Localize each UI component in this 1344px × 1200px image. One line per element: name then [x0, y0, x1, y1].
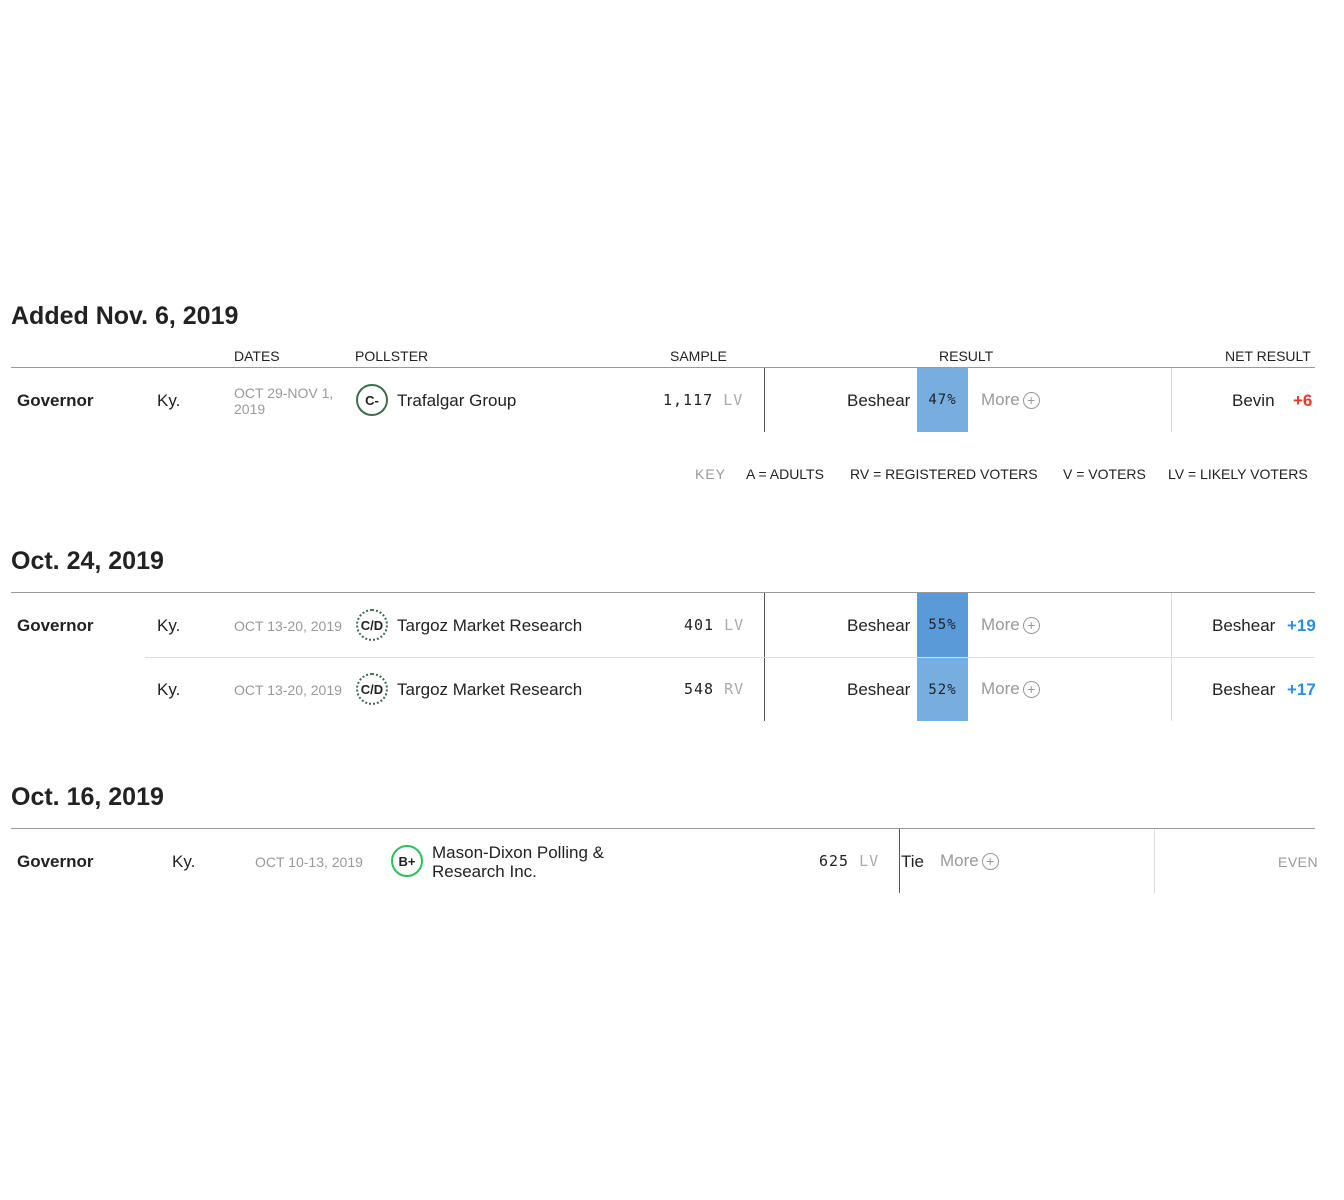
column-divider	[1171, 658, 1172, 721]
key-label: KEY	[695, 466, 727, 482]
col-header-result: RESULT	[939, 348, 994, 364]
key-item: RV = REGISTERED VOTERS	[850, 466, 1038, 482]
poll-row[interactable]: Governor Ky. OCT 10-13, 2019 B+ Mason-Di…	[0, 829, 1344, 893]
state-label: Ky.	[157, 680, 181, 699]
net-result-value: EVEN	[1278, 854, 1319, 870]
sample-size: 548 RV	[684, 680, 745, 698]
key-item: A = ADULTS	[746, 466, 824, 482]
pollster-name[interactable]: Targoz Market Research	[397, 680, 583, 699]
net-result-value: +6	[1293, 391, 1313, 410]
section-heading: Oct. 16, 2019	[11, 783, 164, 811]
poll-row[interactable]: Ky. OCT 13-20, 2019 C/D Targoz Market Re…	[0, 658, 1344, 721]
state-label: Ky.	[172, 852, 196, 871]
col-header-net-result: NET RESULT	[1225, 348, 1311, 364]
state-label: Ky.	[157, 391, 181, 410]
poll-row[interactable]: Governor Ky. OCT 13-20, 2019 C/D Targoz …	[0, 593, 1344, 657]
office-label: Governor	[17, 852, 94, 871]
leading-candidate: Beshear	[847, 616, 911, 635]
more-button[interactable]: More +	[981, 679, 1040, 699]
poll-dates: OCT 13-20, 2019	[234, 618, 342, 634]
net-result-candidate: Bevin	[1232, 391, 1275, 410]
plus-circle-icon: +	[1022, 680, 1040, 698]
row-divider	[145, 657, 1315, 658]
leading-candidate: Beshear	[847, 391, 911, 410]
col-header-dates: DATES	[234, 348, 280, 364]
leading-candidate: Beshear	[847, 680, 911, 699]
office-label: Governor	[17, 616, 94, 635]
pollster-grade-badge[interactable]: B+	[391, 845, 423, 877]
more-button[interactable]: More +	[981, 615, 1040, 635]
column-divider	[1171, 368, 1172, 432]
column-divider	[764, 593, 765, 657]
leading-candidate: Tie	[901, 852, 924, 871]
net-result-value: +19	[1287, 616, 1316, 635]
result-percentage: 52%	[917, 658, 968, 721]
net-result-value: +17	[1287, 680, 1316, 699]
col-header-pollster: POLLSTER	[355, 348, 429, 364]
column-divider	[1171, 593, 1172, 657]
population-key: KEY A = ADULTS RV = REGISTERED VOTERS V …	[0, 465, 1344, 485]
result-percentage: 47%	[917, 368, 968, 432]
pollster-name[interactable]: Trafalgar Group	[397, 391, 517, 410]
section-heading: Oct. 24, 2019	[11, 547, 164, 575]
population-type: LV	[724, 616, 745, 634]
pollster-grade-badge[interactable]: C-	[356, 384, 388, 416]
population-type: LV	[859, 852, 880, 870]
net-result-candidate: Beshear	[1212, 616, 1276, 635]
pollster-grade-badge[interactable]: C/D	[356, 609, 388, 641]
column-divider	[899, 829, 900, 893]
sample-size: 401 LV	[684, 616, 745, 634]
column-divider	[764, 368, 765, 432]
net-result-candidate: Beshear	[1212, 680, 1276, 699]
section-divider	[11, 367, 1315, 368]
plus-circle-icon: +	[981, 852, 999, 870]
population-type: RV	[724, 680, 745, 698]
section-divider	[11, 828, 1315, 829]
col-header-sample: SAMPLE	[670, 348, 727, 364]
poll-dates: OCT 13-20, 2019	[234, 682, 342, 698]
poll-row[interactable]: Governor Ky. OCT 29-NOV 1, 2019 C- Trafa…	[0, 368, 1344, 432]
poll-dates: OCT 10-13, 2019	[255, 854, 363, 870]
section-heading: Added Nov. 6, 2019	[11, 302, 239, 330]
key-item: V = VOTERS	[1063, 466, 1146, 482]
result-percentage: 55%	[917, 593, 968, 657]
more-button[interactable]: More +	[981, 390, 1040, 410]
key-item: LV = LIKELY VOTERS	[1168, 466, 1308, 482]
pollster-name[interactable]: Targoz Market Research	[397, 616, 583, 635]
pollster-name[interactable]: Mason-Dixon Polling & Research Inc.	[432, 843, 604, 881]
population-type: LV	[723, 391, 744, 409]
plus-circle-icon: +	[1022, 616, 1040, 634]
sample-size: 625 LV	[819, 852, 880, 870]
more-button[interactable]: More +	[940, 851, 999, 871]
plus-circle-icon: +	[1022, 391, 1040, 409]
state-label: Ky.	[157, 616, 181, 635]
office-label: Governor	[17, 391, 94, 410]
column-divider	[764, 658, 765, 721]
sample-size: 1,117 LV	[663, 391, 744, 409]
poll-dates: OCT 29-NOV 1, 2019	[234, 385, 334, 417]
pollster-grade-badge[interactable]: C/D	[356, 673, 388, 705]
section-divider	[11, 592, 1315, 593]
column-divider	[1154, 829, 1155, 893]
